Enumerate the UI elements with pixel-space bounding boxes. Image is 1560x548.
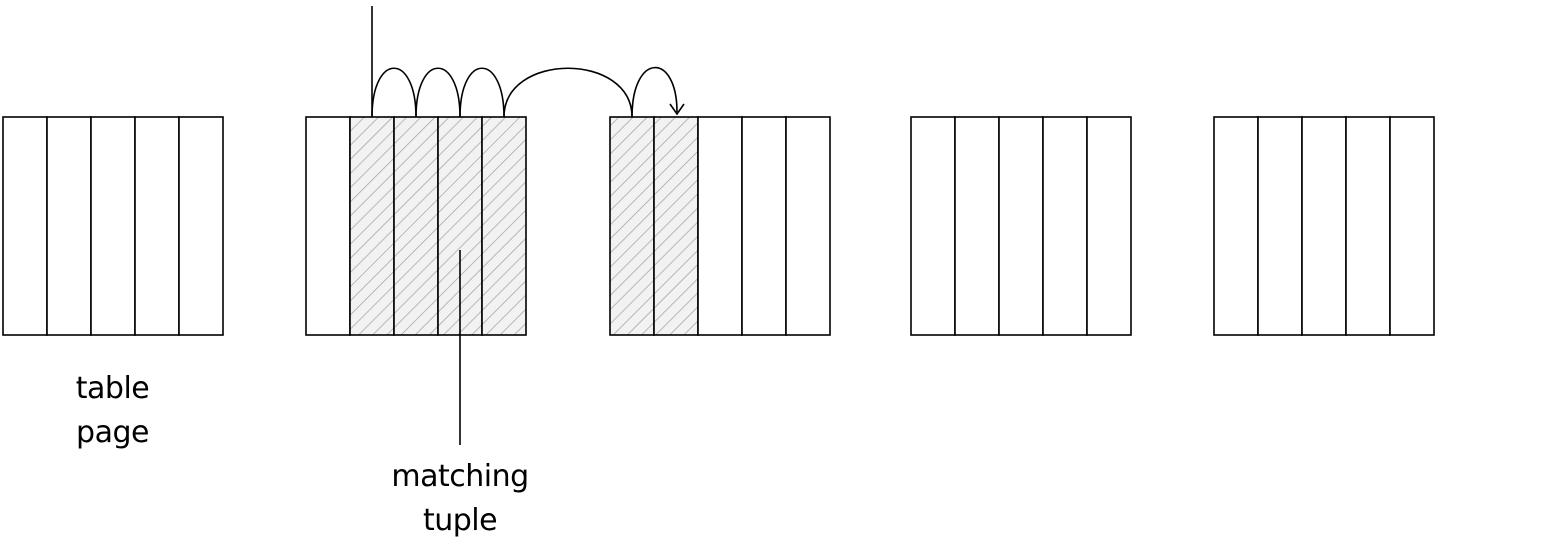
- tuple: [1042, 116, 1088, 336]
- table-pages: [2, 116, 1435, 336]
- matching-tuple-label: matching tuple: [380, 455, 540, 543]
- tuple: [1389, 116, 1435, 336]
- table-page-label-line2: page: [76, 415, 149, 450]
- table-page-label-line1: table: [75, 371, 150, 406]
- tuple: [1301, 116, 1347, 336]
- hop-arc-2: [415, 67, 461, 118]
- tuple: [785, 116, 831, 336]
- tuple: [741, 116, 787, 336]
- tuple: [46, 116, 92, 336]
- tuple: [2, 116, 48, 336]
- tuple: [178, 116, 224, 336]
- matching-tuple: [481, 116, 527, 336]
- tuple: [1213, 116, 1259, 336]
- tuple: [90, 116, 136, 336]
- table-page: [910, 116, 1132, 336]
- matching-tuple: [349, 116, 395, 336]
- matching-tuple-label-line1: matching: [391, 459, 529, 494]
- matching-tuple: [653, 116, 699, 336]
- tuple: [697, 116, 743, 336]
- hop-arc-1: [371, 67, 417, 118]
- tuple: [305, 116, 351, 336]
- hop-arc-4-cross-page: [503, 67, 633, 118]
- matching-tuple: [609, 116, 655, 336]
- table-page: [609, 116, 831, 336]
- matching-tuple: [393, 116, 439, 336]
- tuple: [954, 116, 1000, 336]
- tuple: [1086, 116, 1132, 336]
- tuple: [910, 116, 956, 336]
- table-page-label: table page: [40, 367, 185, 455]
- hop-arc-5: [631, 66, 678, 118]
- matching-tuple-label-line2: tuple: [422, 503, 498, 538]
- table-page: [2, 116, 224, 336]
- arrow-head-icon: [669, 103, 685, 116]
- tuple: [1257, 116, 1303, 336]
- tuple: [998, 116, 1044, 336]
- tuple: [134, 116, 180, 336]
- hop-arc-3: [459, 67, 505, 118]
- table-page: [305, 116, 527, 336]
- tuple: [1345, 116, 1391, 336]
- table-page: [1213, 116, 1435, 336]
